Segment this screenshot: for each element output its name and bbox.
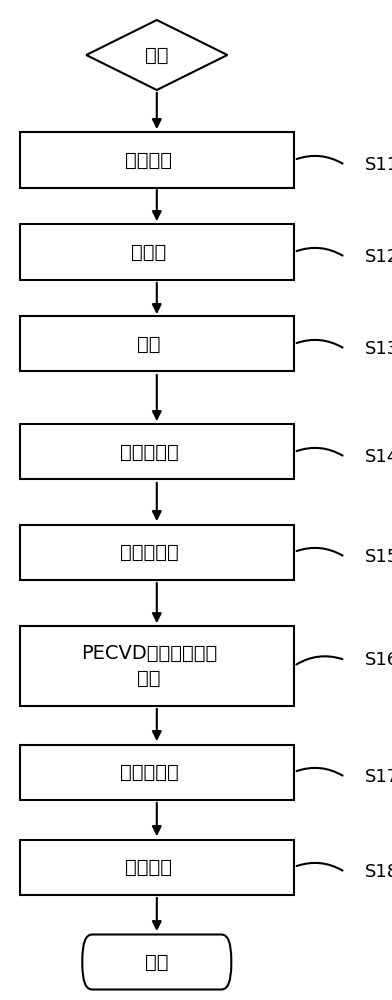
Text: S11: S11 (365, 156, 392, 174)
Text: 结束: 结束 (145, 952, 169, 972)
Text: S15: S15 (365, 548, 392, 566)
Bar (20, 626, 294, 706)
Text: 扩散: 扩散 (137, 334, 161, 354)
Text: 去磷硅玻璃: 去磷硅玻璃 (120, 542, 178, 562)
FancyBboxPatch shape (82, 934, 231, 990)
Bar (20, 132, 294, 188)
Text: S16: S16 (365, 651, 392, 669)
Text: S18: S18 (365, 863, 392, 881)
Bar (20, 424, 294, 479)
Text: 等离子刻蚀: 等离子刻蚀 (120, 442, 178, 462)
Text: PECVD，即沉积减反
射膜: PECVD，即沉积减反 射膜 (81, 644, 217, 688)
Bar (20, 225, 294, 279)
Bar (20, 524, 294, 580)
Text: 开始: 开始 (145, 45, 169, 64)
Polygon shape (86, 20, 227, 90)
Bar (20, 744, 294, 800)
Text: S14: S14 (365, 448, 392, 466)
Text: 丝网印刷烧: 丝网印刷烧 (120, 762, 178, 782)
Text: S17: S17 (365, 768, 392, 786)
Text: 超声清洗: 超声清洗 (125, 150, 172, 169)
Text: 测试分选: 测试分选 (125, 857, 172, 876)
Bar (20, 840, 294, 894)
Text: 制绒面: 制绒面 (131, 242, 167, 261)
Text: S13: S13 (365, 340, 392, 358)
Bar (20, 316, 294, 371)
Text: S12: S12 (365, 248, 392, 266)
